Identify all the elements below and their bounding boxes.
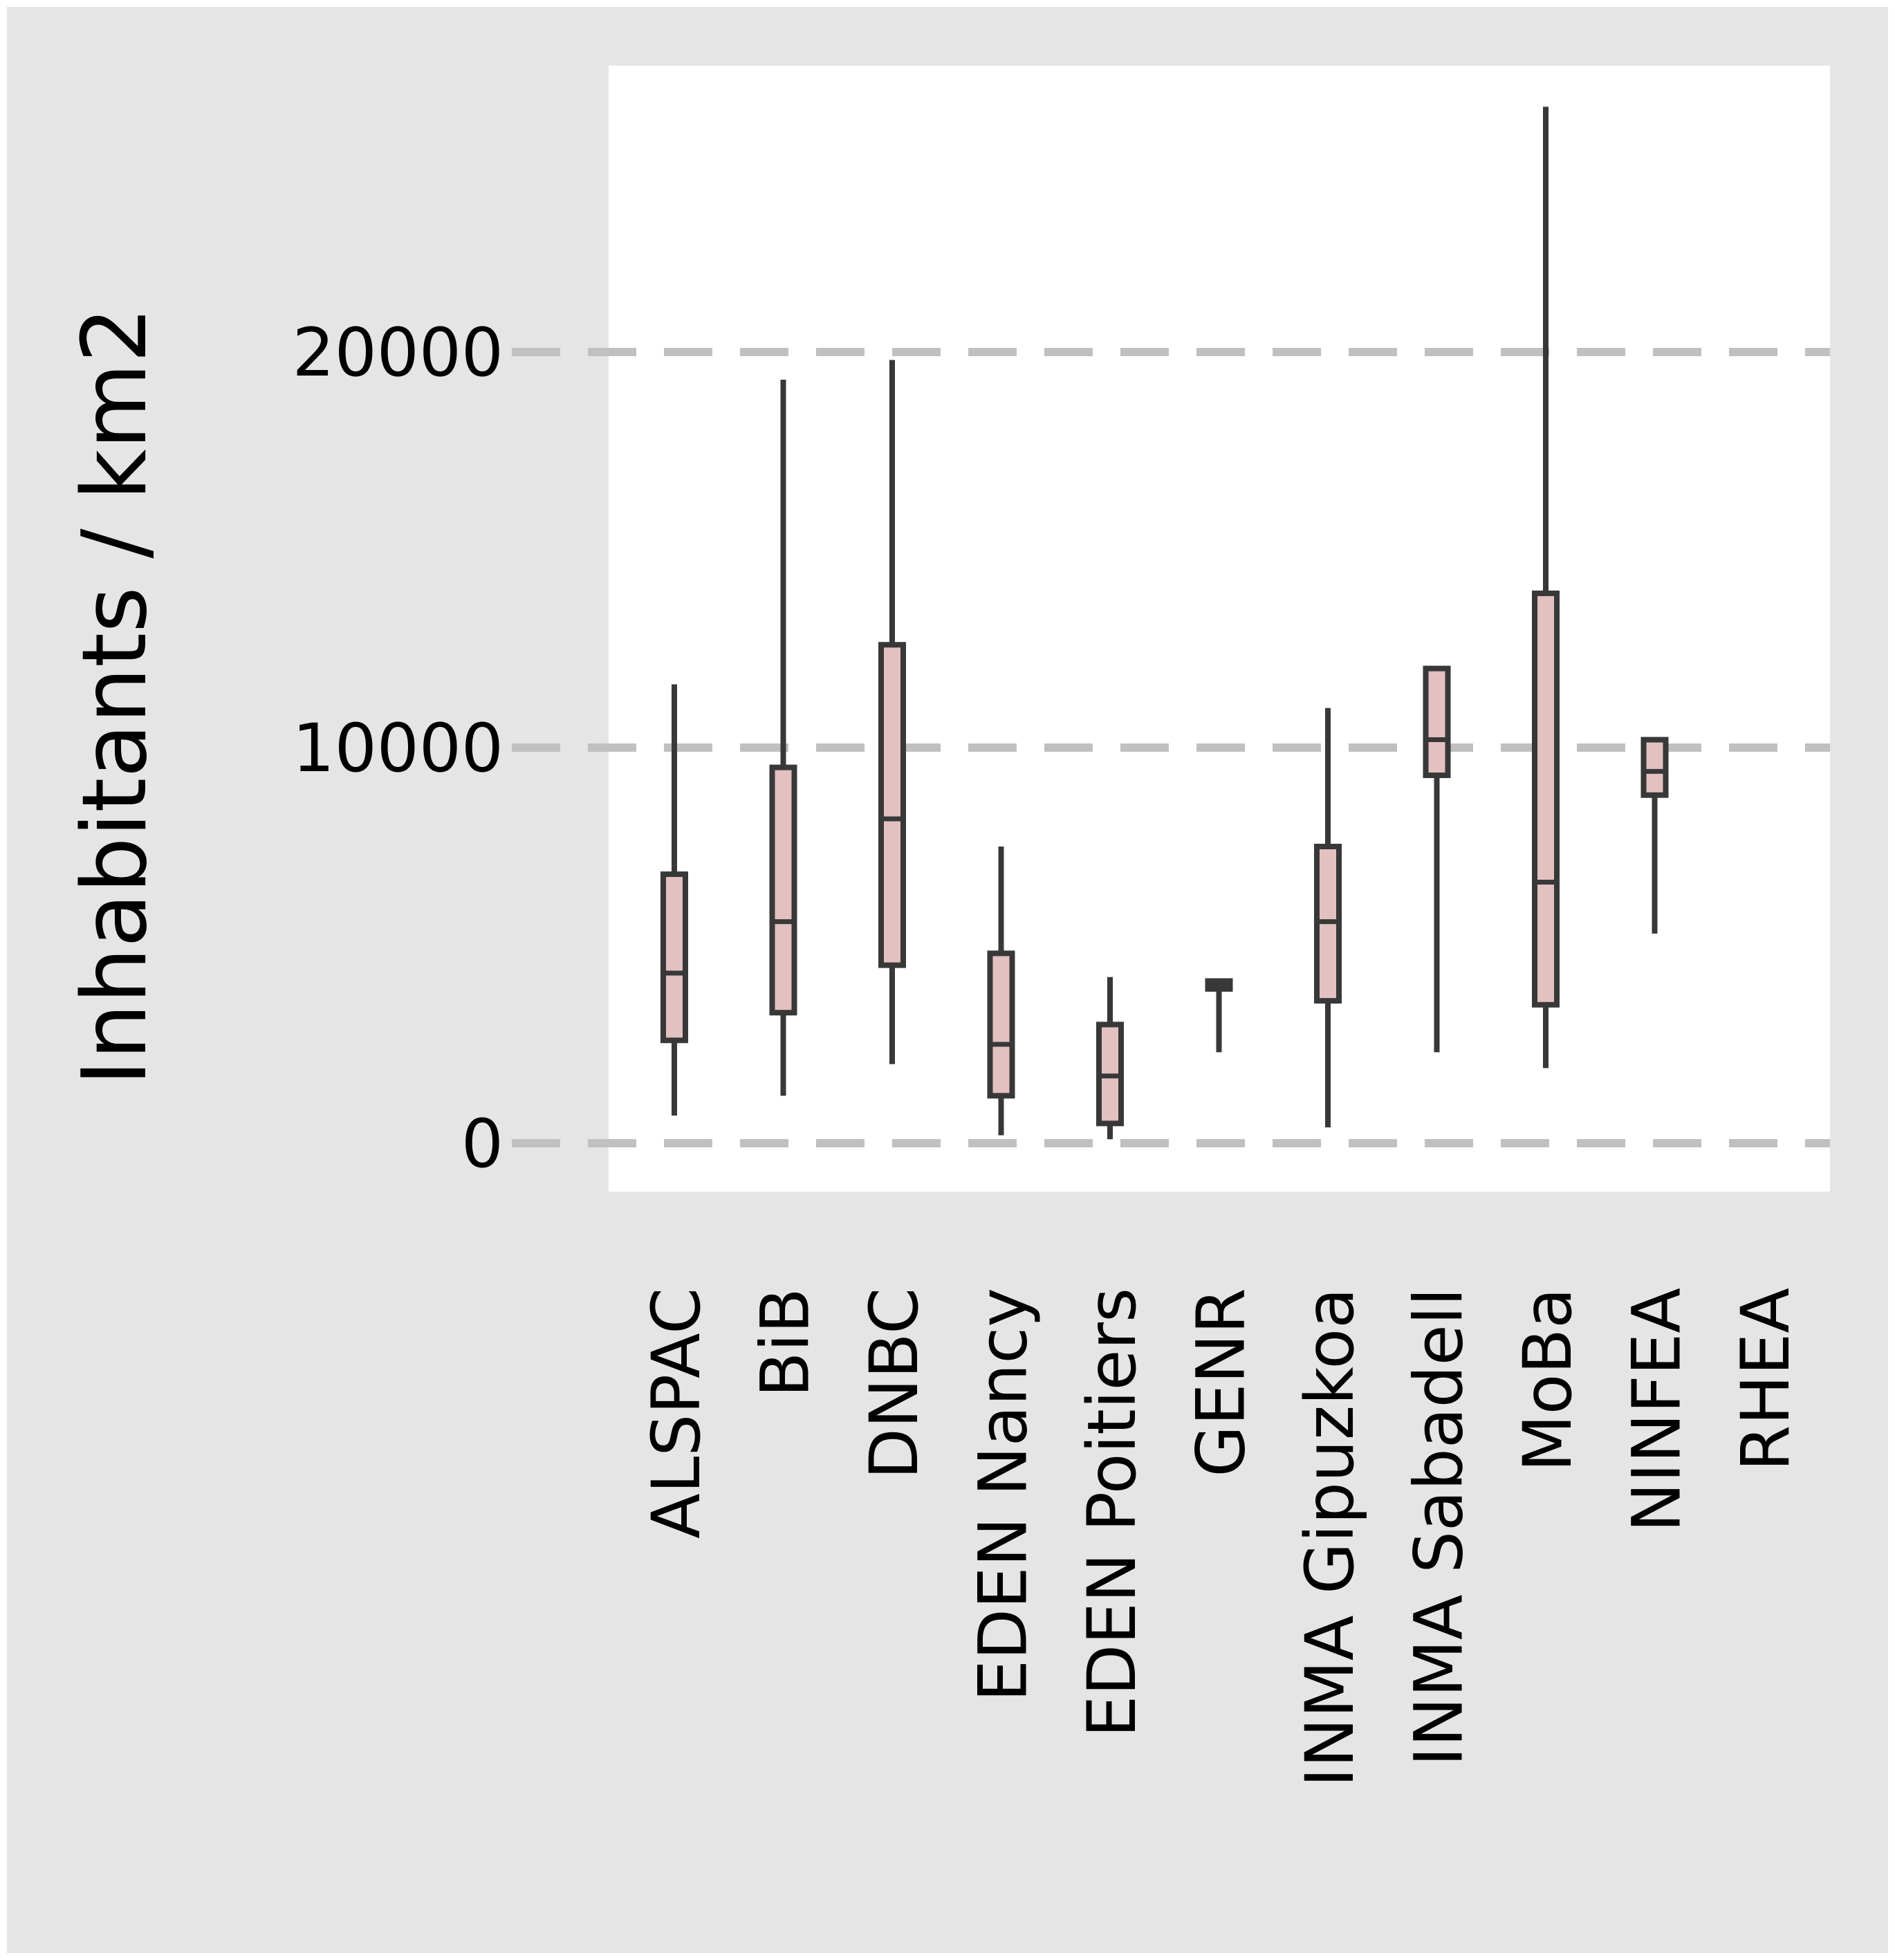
x-tick-label-eden-nancy: EDEN Nancy [965,1288,1042,1702]
x-tick-label-rhea: RHEA [1727,1288,1804,1471]
y-axis-title: Inhabitants / km2 [64,306,167,1086]
box-genr [1205,978,1233,1053]
x-tick-label-eden-poitiers: EDEN Poitiers [1073,1288,1151,1737]
gridlines [512,348,1830,1147]
x-tick-label-moba: MoBa [1509,1288,1587,1472]
x-tick-label-dnbc: DNBC [856,1288,933,1479]
box-moba [1532,107,1560,1069]
x-tick-label-ninfea: NINFEA [1618,1288,1696,1532]
y-tick-label-20000: 20000 [293,314,503,391]
iqr-box-dnbc [878,642,906,968]
iqr-box-bib [769,764,797,1016]
box-dnbc [878,360,906,1064]
box-alspac [660,684,688,1116]
box-eden-nancy [987,847,1015,1136]
iqr-box-eden-nancy [987,950,1015,1099]
iqr-box-moba [1532,590,1560,1008]
x-tick-label-bib: BiB [747,1288,824,1397]
x-tick-label-alspac: ALSPAC [638,1288,715,1539]
boxes [660,107,1669,1140]
x-tick-label-inma-gipuzkoa: INMA Gipuzkoa [1291,1288,1369,1787]
box-inma-gipuzkoa [1314,708,1342,1128]
box-eden-poitiers [1096,977,1124,1140]
x-axis-labels: ALSPAC BiB DNBC EDEN Nancy EDEN Poitiers GENR… [638,1288,1804,1787]
iqr-box-inma-sabadell [1423,665,1451,779]
y-tick-label-0: 0 [461,1105,503,1183]
iqr-box-alspac [660,871,688,1044]
x-tick-label-inma-sabadell: INMA Sabadell [1401,1288,1478,1766]
x-tick-label-genr: GENR [1183,1288,1260,1477]
box-bib [769,380,797,1096]
iqr-box-ninfea [1640,737,1669,798]
y-tick-label-10000: 10000 [293,710,503,787]
y-axis-ticks: 0 10000 20000 [293,314,503,1183]
box-ninfea [1640,737,1669,934]
box-inma-sabadell [1423,665,1451,1053]
